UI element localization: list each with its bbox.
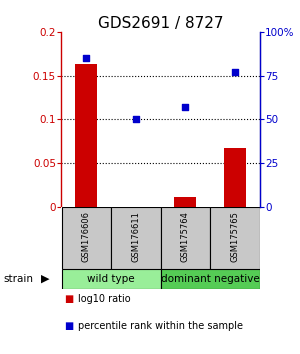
Text: GSM176606: GSM176606 [82,211,91,262]
Text: wild type: wild type [87,274,135,284]
Text: strain: strain [3,274,33,284]
Point [183,104,188,110]
Bar [124,207,147,214]
Bar [61,269,161,289]
Bar [160,207,210,269]
Title: GDS2691 / 8727: GDS2691 / 8727 [98,16,223,31]
Point [84,55,89,61]
Text: log10 ratio: log10 ratio [78,294,130,304]
Bar [174,196,197,207]
Point [133,117,138,122]
Bar [210,207,260,269]
Bar [224,148,246,207]
Text: ■: ■ [64,294,74,304]
Text: ▶: ▶ [40,274,49,284]
Text: percentile rank within the sample: percentile rank within the sample [78,321,243,331]
Bar [75,64,98,207]
Text: GSM175765: GSM175765 [230,211,239,262]
Text: dominant negative: dominant negative [160,274,260,284]
Point [232,69,237,75]
Bar [160,269,260,289]
Bar [61,207,111,269]
Text: ■: ■ [64,321,74,331]
Text: GSM175764: GSM175764 [181,211,190,262]
Bar [111,207,160,269]
Text: GSM176611: GSM176611 [131,211,140,262]
